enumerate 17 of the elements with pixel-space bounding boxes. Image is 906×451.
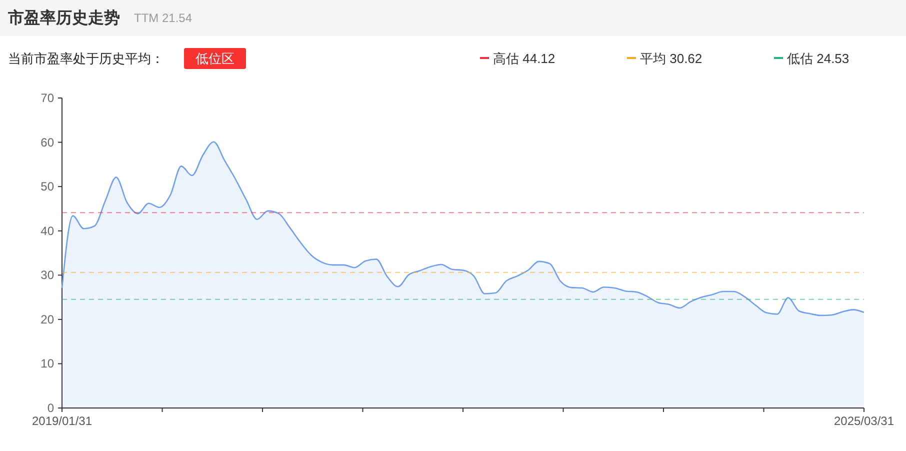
x-tick-label: 2025/03/31 <box>834 414 894 428</box>
text: 低位区 <box>196 51 234 66</box>
chart-subtitle: TTM 21.54 <box>134 11 192 25</box>
y-tick-label: 20 <box>40 312 54 326</box>
y-tick-label: 10 <box>40 356 54 371</box>
legend-label: 平均 30.62 <box>640 51 702 66</box>
y-tick-label: 50 <box>40 180 54 194</box>
y-tick-label: 60 <box>40 135 54 150</box>
y-tick-label: 0 <box>47 401 54 415</box>
y-tick-label: 30 <box>40 268 54 282</box>
legend-label: 低估 24.53 <box>787 51 850 66</box>
chart-title: 市盈率历史走势 <box>7 8 120 27</box>
text: 当前市盈率处于历史平均： <box>8 51 164 66</box>
x-tick-label: 2019/01/31 <box>32 414 92 428</box>
y-tick-label: 40 <box>40 224 54 238</box>
legend-label: 高估 44.12 <box>493 51 556 66</box>
y-tick-label: 70 <box>40 91 54 105</box>
